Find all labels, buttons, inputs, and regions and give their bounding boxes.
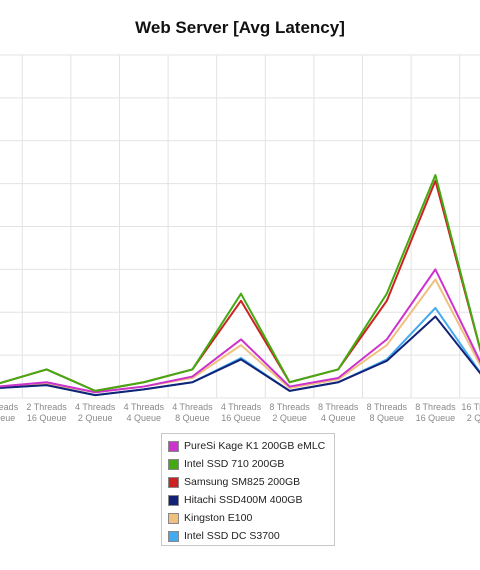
chart-legend: PureSi Kage K1 200GB eMLC Intel SSD 710 2…	[161, 433, 335, 546]
legend-swatch	[168, 476, 179, 488]
legend-label: Samsung SM825 200GB	[184, 476, 301, 488]
legend-label: Hitachi SSD400M 400GB	[184, 494, 303, 506]
x-tick-label: 16 Queue	[27, 413, 67, 423]
chart-title: Web Server [Avg Latency]	[135, 18, 345, 37]
x-tick-label: 4 Threads	[221, 402, 262, 412]
x-tick-label: 4 Threads	[75, 402, 116, 412]
legend-swatch	[168, 458, 179, 470]
x-tick-label: 4 Threads	[124, 402, 165, 412]
legend-label: PureSi Kage K1 200GB eMLC	[184, 440, 326, 452]
chart-grid	[0, 54, 480, 399]
legend-item: Hitachi SSD400M 400GB	[168, 491, 334, 509]
x-tick-label: 2 Queue	[78, 413, 113, 423]
x-tick-label: 2 Queue	[467, 413, 480, 423]
x-tick-label: 8 Threads	[415, 402, 456, 412]
x-tick-label: 4 Threads	[172, 402, 213, 412]
legend-swatch	[168, 440, 179, 452]
legend-item: PureSi Kage K1 200GB eMLC	[168, 437, 334, 455]
legend-label: Kingston E100	[184, 512, 253, 524]
x-tick-label: 8 Threads	[318, 402, 359, 412]
x-tick-label: 8 Threads	[367, 402, 408, 412]
x-tick-label: 4 Queue	[321, 413, 356, 423]
x-tick-label: 2 Threads	[26, 402, 67, 412]
x-tick-label: 16 Threads	[461, 402, 480, 412]
legend-label: Intel SSD 710 200GB	[184, 458, 285, 470]
series-line-5	[0, 306, 480, 397]
x-tick-label: 8 Queue	[175, 413, 210, 423]
legend-swatch	[168, 494, 179, 506]
chart-lines	[0, 174, 480, 397]
x-tick-label: 16 Queue	[221, 413, 261, 423]
x-tick-label: 8 Queue	[370, 413, 405, 423]
x-tick-label: 4 Queue	[127, 413, 162, 423]
legend-item: Intel SSD 710 200GB	[168, 455, 334, 473]
legend-label: Intel SSD DC S3700	[184, 530, 280, 542]
x-tick-label: 8 Queue	[0, 413, 15, 423]
x-tick-label: 16 Queue	[416, 413, 456, 423]
x-tick-label: 2 Threads	[0, 402, 19, 412]
x-tick-label: 2 Queue	[272, 413, 307, 423]
series-line-0	[0, 268, 480, 394]
legend-item: Intel SSD DC S3700	[168, 527, 334, 545]
legend-swatch	[168, 530, 179, 542]
x-tick-label: 8 Threads	[269, 402, 310, 412]
legend-swatch	[168, 512, 179, 524]
legend-item: Samsung SM825 200GB	[168, 473, 334, 491]
series-line-1	[0, 174, 480, 392]
series-line-3	[0, 315, 480, 397]
legend-item: Kingston E100	[168, 509, 334, 527]
